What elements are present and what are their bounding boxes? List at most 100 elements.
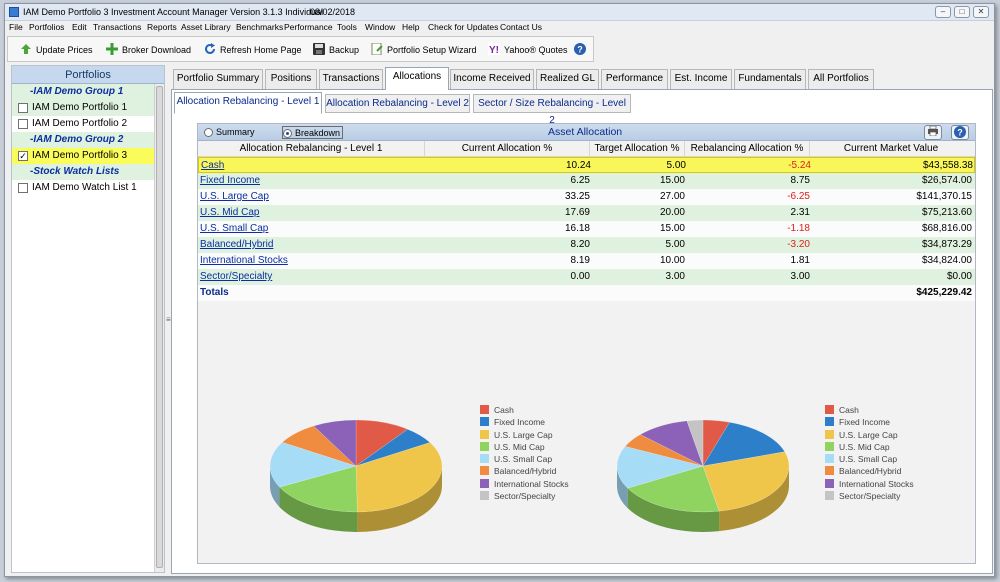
- menu-file[interactable]: File: [9, 22, 23, 32]
- menu-tools[interactable]: Tools: [337, 22, 357, 32]
- tab-realized-gl[interactable]: Realized GL: [536, 69, 599, 89]
- legend-item: Cash: [480, 404, 569, 416]
- legend-item: Fixed Income: [480, 416, 569, 428]
- category-link[interactable]: U.S. Mid Cap: [200, 207, 260, 218]
- setup-wizard-button[interactable]: Portfolio Setup Wizard: [371, 42, 477, 58]
- tab-portfolio-summary[interactable]: Portfolio Summary: [173, 69, 263, 89]
- tab-est-income[interactable]: Est. Income: [670, 69, 732, 89]
- header-category[interactable]: Allocation Rebalancing - Level 1: [198, 141, 425, 157]
- pie-slice-side: [270, 466, 280, 508]
- legend-item: U.S. Small Cap: [825, 453, 914, 465]
- menu-benchmarks[interactable]: Benchmarks: [236, 22, 284, 32]
- menu-edit[interactable]: Edit: [72, 22, 87, 32]
- table-row[interactable]: U.S. Large Cap 33.25 27.00 -6.25 $141,37…: [198, 189, 975, 205]
- category-link[interactable]: Cash: [201, 160, 225, 171]
- legend-swatch: [825, 466, 834, 476]
- legend-label: Cash: [494, 405, 514, 415]
- table-row[interactable]: International Stocks 8.19 10.00 1.81 $34…: [198, 253, 975, 269]
- header-rebalancing-allocation[interactable]: Rebalancing Allocation %: [685, 141, 810, 157]
- splitter[interactable]: ≡: [166, 65, 171, 573]
- subtab-sector-size-level-2[interactable]: Sector / Size Rebalancing - Level 2: [473, 94, 631, 126]
- sidebar-group-watch-lists[interactable]: -Stock Watch Lists: [12, 164, 164, 180]
- header-target-allocation[interactable]: Target Allocation %: [590, 141, 685, 157]
- menu-performance[interactable]: Performance: [284, 22, 333, 32]
- yahoo-quotes-button[interactable]: Y! Yahoo® Quotes: [488, 43, 568, 56]
- menu-check-updates[interactable]: Check for Updates: [428, 22, 499, 32]
- legend-label: U.S. Large Cap: [839, 429, 898, 440]
- menu-window[interactable]: Window: [365, 22, 396, 32]
- table-row[interactable]: U.S. Mid Cap 17.69 20.00 2.31 $75,213.60: [198, 205, 975, 221]
- help-button[interactable]: ?: [574, 42, 590, 58]
- table-row[interactable]: Cash 10.24 5.00 -5.24 $43,558.38: [198, 157, 975, 173]
- portfolio-3-checkbox[interactable]: ✓: [18, 151, 28, 161]
- tab-allocations[interactable]: Allocations: [385, 67, 449, 90]
- summary-radio[interactable]: Summary: [204, 126, 255, 139]
- sidebar-scroll-thumb[interactable]: [156, 86, 163, 568]
- market-value-cell: $141,370.15: [916, 191, 972, 202]
- target-allocation-cell: 15.00: [659, 223, 685, 234]
- legend-item: Sector/Specialty: [480, 490, 569, 502]
- breakdown-radio[interactable]: Breakdown: [282, 126, 344, 139]
- legend-swatch: [480, 429, 489, 439]
- sidebar-scrollbar[interactable]: [154, 84, 164, 572]
- maximize-button[interactable]: □: [954, 6, 970, 18]
- charts-area: Cash Fixed Income U.S. Large Cap U.S. Mid C…: [198, 299, 975, 564]
- close-button[interactable]: ✕: [973, 6, 989, 18]
- category-link[interactable]: U.S. Small Cap: [200, 223, 269, 234]
- table-row[interactable]: Balanced/Hybrid 8.20 5.00 -3.20 $34,873.…: [198, 237, 975, 253]
- broker-download-button[interactable]: Broker Download: [106, 42, 191, 58]
- menu-reports[interactable]: Reports: [147, 22, 177, 32]
- menu-contact-us[interactable]: Contact Us: [500, 22, 543, 32]
- watch-list-1-checkbox[interactable]: [18, 183, 28, 193]
- table-row[interactable]: Sector/Specialty 0.00 3.00 3.00 $0.00: [198, 269, 975, 285]
- sidebar-item-portfolio-1[interactable]: IAM Demo Portfolio 1: [12, 100, 164, 116]
- sidebar-group-2[interactable]: -IAM Demo Group 2: [12, 132, 164, 148]
- sidebar-group-1[interactable]: -IAM Demo Group 1: [12, 84, 164, 100]
- subtab-rebalancing-level-2[interactable]: Allocation Rebalancing - Level 2: [325, 94, 470, 113]
- tab-income-received[interactable]: Income Received: [450, 69, 534, 89]
- tab-performance[interactable]: Performance: [601, 69, 668, 89]
- tab-positions[interactable]: Positions: [265, 69, 317, 89]
- menu-transactions[interactable]: Transactions: [93, 22, 142, 32]
- menu-help[interactable]: Help: [402, 22, 420, 32]
- pie-slice-side: [617, 466, 628, 509]
- category-link[interactable]: International Stocks: [200, 255, 288, 266]
- pie-slice-u-s-mid-cap: [279, 465, 358, 513]
- tab-all-portfolios[interactable]: All Portfolios: [808, 69, 874, 89]
- header-market-value[interactable]: Current Market Value: [843, 143, 939, 154]
- category-link[interactable]: Sector/Specialty: [200, 271, 273, 282]
- target-allocation-cell: 10.00: [659, 255, 685, 266]
- market-value-cell: $34,873.29: [921, 239, 972, 250]
- panel-help-button[interactable]: ?: [951, 125, 969, 140]
- minimize-button[interactable]: –: [935, 6, 951, 18]
- portfolio-1-checkbox[interactable]: [18, 103, 28, 113]
- sidebar-item-portfolio-2[interactable]: IAM Demo Portfolio 2: [12, 116, 164, 132]
- tab-fundamentals[interactable]: Fundamentals: [734, 69, 806, 89]
- subtab-rebalancing-level-1[interactable]: Allocation Rebalancing - Level 1: [174, 92, 322, 114]
- print-button[interactable]: [924, 125, 942, 140]
- category-link[interactable]: Balanced/Hybrid: [200, 239, 274, 250]
- market-value-cell: $0.00: [946, 271, 972, 282]
- table-row[interactable]: Fixed Income 6.25 15.00 8.75 $26,574.00: [198, 173, 975, 189]
- header-current-allocation[interactable]: Current Allocation %: [425, 141, 590, 157]
- rebalancing-allocation-cell: 2.31: [790, 207, 810, 218]
- tab-transactions[interactable]: Transactions: [319, 69, 383, 89]
- sidebar-item-portfolio-3[interactable]: ✓ IAM Demo Portfolio 3: [12, 148, 164, 164]
- target-allocation-cell: 3.00: [665, 271, 685, 282]
- refresh-home-button[interactable]: Refresh Home Page: [204, 42, 302, 58]
- legend-item: U.S. Mid Cap: [825, 441, 914, 453]
- current-allocation-pie: [269, 419, 443, 532]
- pie-slice-cash: [355, 419, 409, 467]
- portfolio-2-checkbox[interactable]: [18, 119, 28, 129]
- category-link[interactable]: U.S. Large Cap: [200, 191, 269, 202]
- update-prices-button[interactable]: Update Prices: [20, 42, 93, 58]
- category-link[interactable]: Fixed Income: [200, 175, 261, 186]
- splitter-grip-icon: ≡: [166, 315, 171, 324]
- sidebar-item-watch-list-1[interactable]: IAM Demo Watch List 1: [12, 180, 164, 196]
- menu-asset-library[interactable]: Asset Library: [181, 22, 231, 32]
- backup-button[interactable]: Backup: [313, 42, 359, 58]
- table-row[interactable]: U.S. Small Cap 16.18 15.00 -1.18 $68,816…: [198, 221, 975, 237]
- legend-label: International Stocks: [494, 478, 569, 489]
- legend-swatch: [825, 417, 834, 427]
- menu-portfolios[interactable]: Portfolios: [29, 22, 65, 32]
